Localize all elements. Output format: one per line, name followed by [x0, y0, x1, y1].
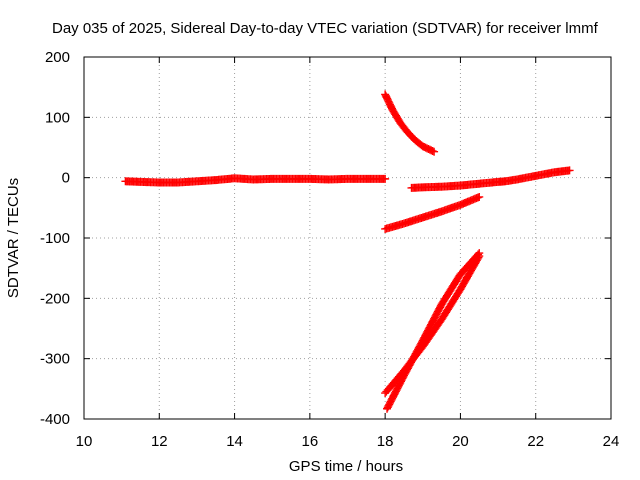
- x-tick-label: 10: [76, 433, 93, 450]
- x-tick-label: 18: [377, 433, 394, 450]
- x-tick-label: 24: [603, 433, 620, 450]
- data-point: [565, 166, 574, 175]
- series-6: [383, 249, 484, 413]
- x-axis-label: GPS time / hours: [289, 458, 403, 475]
- y-tick-label: 100: [45, 109, 70, 126]
- x-tick-label: 20: [452, 433, 469, 450]
- y-tick-label: -200: [40, 290, 70, 307]
- y-tick-label: 200: [45, 49, 70, 66]
- series-2: [381, 90, 439, 156]
- data-point: [381, 174, 390, 183]
- chart-title: Day 035 of 2025, Sidereal Day-to-day VTE…: [52, 20, 599, 37]
- data-points: [121, 90, 574, 413]
- y-tick-label: -300: [40, 351, 70, 368]
- series-1: [121, 174, 390, 187]
- x-tick-label: 22: [527, 433, 544, 450]
- plot-frame: [83, 56, 612, 420]
- y-axis-label: SDTVAR / TECUs: [5, 178, 22, 298]
- x-tick-label: 12: [151, 433, 168, 450]
- series-4: [381, 192, 484, 233]
- data-point: [430, 147, 439, 156]
- y-tick-label: 0: [62, 170, 70, 187]
- data-point: [475, 249, 484, 258]
- x-tick-label: 16: [302, 433, 319, 450]
- data-point: [475, 192, 484, 201]
- x-tick-label: 14: [226, 433, 243, 450]
- axis-ticks: 10 12 14 16 18 20 22 24 200 100 0 -100 -200 -300 -400: [40, 49, 619, 450]
- data-point: [473, 250, 482, 259]
- grid-lines: [84, 57, 611, 419]
- y-tick-label: -100: [40, 230, 70, 247]
- series-3: [407, 166, 574, 192]
- y-tick-label: -400: [40, 411, 70, 428]
